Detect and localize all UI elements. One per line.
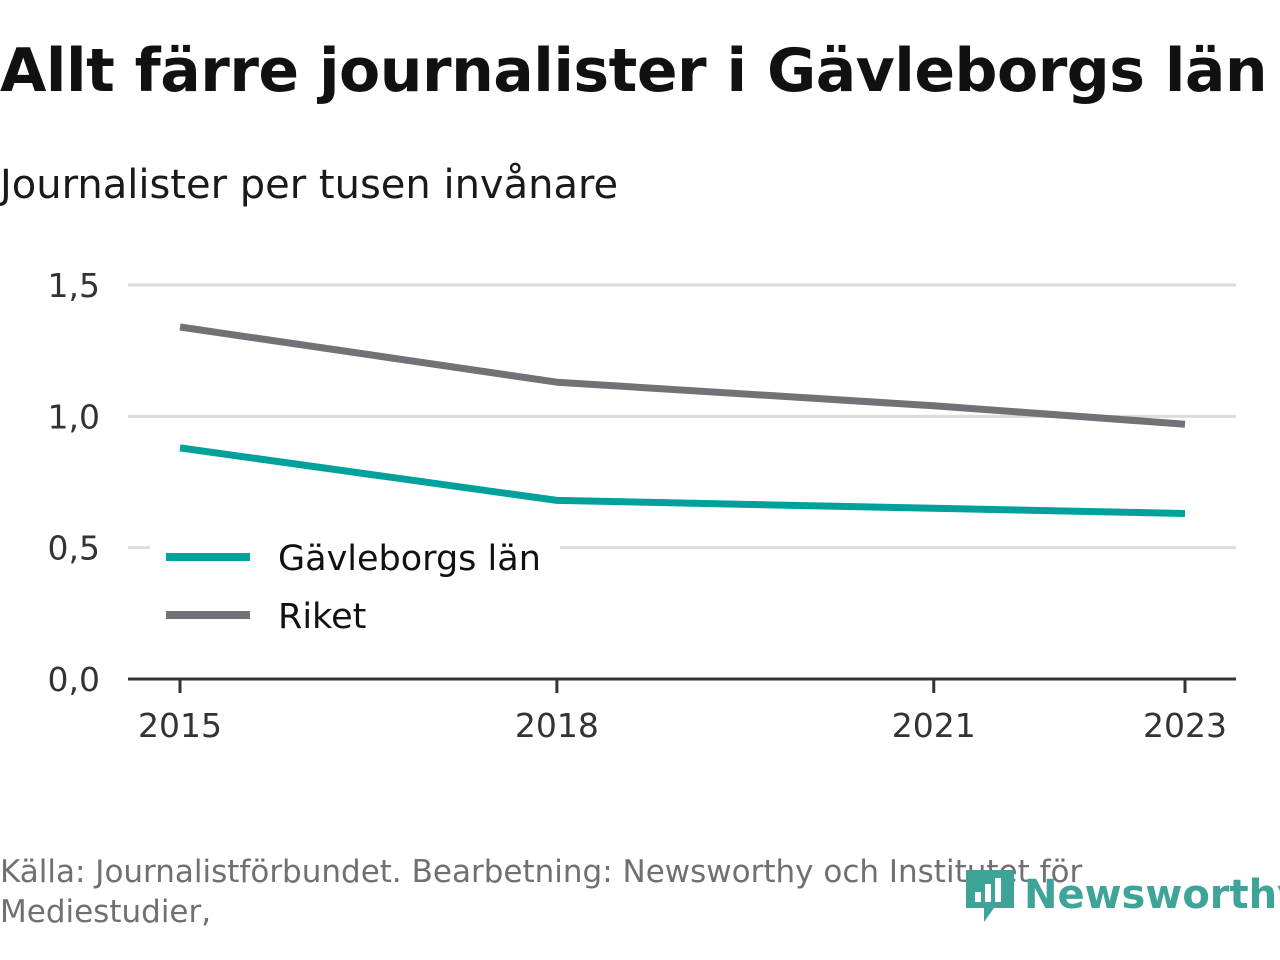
legend-background xyxy=(150,528,560,648)
source-note: Källa: Journalistförbundet. Bearbetning:… xyxy=(0,854,1083,930)
y-tick-label: 1,5 xyxy=(48,266,100,305)
x-axis: 2015 2018 2021 2023 xyxy=(128,677,1236,745)
logo-icon xyxy=(966,870,1014,922)
x-tick-label: 2015 xyxy=(138,706,222,745)
y-tick-label: 0,5 xyxy=(48,529,100,568)
chart-subtitle: Journalister per tusen invånare xyxy=(0,162,619,208)
series-line xyxy=(179,323,1186,428)
line-chart: 0,0 0,5 1,0 1,5 2015 2018 2021 2023 Gävleborgs… xyxy=(48,266,1236,745)
y-tick-label: 0,0 xyxy=(48,660,100,699)
newsworthy-logo: Newsworthy xyxy=(964,864,1280,926)
x-tick-label: 2023 xyxy=(1143,706,1227,745)
legend-label: Gävleborgs län xyxy=(278,539,541,579)
y-axis-tick-labels: 0,0 0,5 1,0 1,5 xyxy=(48,266,100,699)
logo-text: Newsworthy xyxy=(1024,872,1280,918)
y-tick-label: 1,0 xyxy=(48,397,100,436)
x-tick-label: 2018 xyxy=(515,706,599,745)
x-tick-label: 2021 xyxy=(892,706,976,745)
series-line xyxy=(179,444,1186,517)
series-lines xyxy=(179,323,1186,517)
legend-label: Riket xyxy=(278,597,366,637)
legend: Gävleborgs län Riket xyxy=(150,528,560,648)
chart-title: Allt färre journalister i Gävleborgs län xyxy=(0,36,1268,106)
